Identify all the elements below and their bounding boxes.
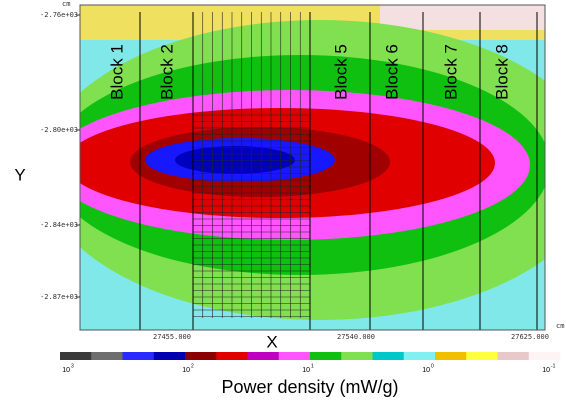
colorbar-title: Power density (mW/g) bbox=[221, 377, 398, 397]
y-tick-label: -2.76e+03 bbox=[40, 11, 78, 19]
colorbar-tick-exponent: 0 bbox=[431, 363, 434, 369]
colorbar-tick-base: 10 bbox=[62, 367, 70, 374]
x-tick-label: 27455.000 bbox=[153, 333, 191, 341]
block-label: Block 1 bbox=[107, 44, 126, 100]
mesh bbox=[192, 12, 311, 318]
colorbar-swatch bbox=[60, 352, 92, 360]
colorbar-swatch bbox=[310, 352, 342, 360]
colorbar-swatch bbox=[341, 352, 373, 360]
block-label: Block 2 bbox=[157, 44, 176, 100]
block-label: Block 8 bbox=[492, 44, 511, 100]
colorbar-swatch bbox=[153, 352, 186, 360]
y-tick-label: -2.84e+03 bbox=[40, 221, 78, 229]
colorbar-swatch bbox=[185, 352, 217, 360]
colorbar-swatch bbox=[91, 352, 123, 360]
x-tick-label: 27625.000 bbox=[511, 333, 549, 341]
colorbar-tick-base: 10 bbox=[182, 367, 190, 374]
colorbar-swatch bbox=[435, 352, 467, 360]
unit-label: cm bbox=[556, 322, 564, 330]
colorbar-swatch bbox=[372, 352, 405, 360]
plot-frame bbox=[79, 4, 546, 331]
x-tick-label: 27540.000 bbox=[337, 333, 375, 341]
y-tick-label: -2.87e+03 bbox=[40, 293, 78, 301]
colorbar-swatch bbox=[216, 352, 248, 360]
block-lines bbox=[139, 12, 538, 330]
colorbar-tick-base: 10 bbox=[422, 367, 430, 374]
colorbar-swatch bbox=[247, 352, 280, 360]
colorbar-tick-exponent: -1 bbox=[551, 363, 556, 369]
x-axis-label: X bbox=[266, 332, 277, 351]
colorbar-tick-exponent: 2 bbox=[191, 363, 194, 369]
colorbar-tick-exponent: 3 bbox=[71, 363, 74, 369]
colorbar-tick-base: 10 bbox=[302, 367, 310, 374]
block-label: Block 5 bbox=[331, 44, 350, 100]
colorbar-swatch bbox=[122, 352, 155, 360]
y-tick-label: -2.80e+03 bbox=[40, 126, 78, 134]
colorbar-swatch bbox=[528, 352, 561, 360]
colorbar-tick-exponent: 1 bbox=[311, 363, 314, 369]
colorbar-swatch bbox=[403, 352, 436, 360]
colorbar-swatch bbox=[278, 352, 311, 360]
block-label: Block 6 bbox=[382, 44, 401, 100]
unit-label: cm bbox=[62, 0, 70, 8]
colorbar-swatch bbox=[497, 352, 530, 360]
block-label: Block 7 bbox=[441, 44, 460, 100]
colorbar-tick-base: 10 bbox=[542, 367, 550, 374]
y-axis-label: Y bbox=[14, 165, 25, 184]
colorbar-swatch bbox=[466, 352, 498, 360]
